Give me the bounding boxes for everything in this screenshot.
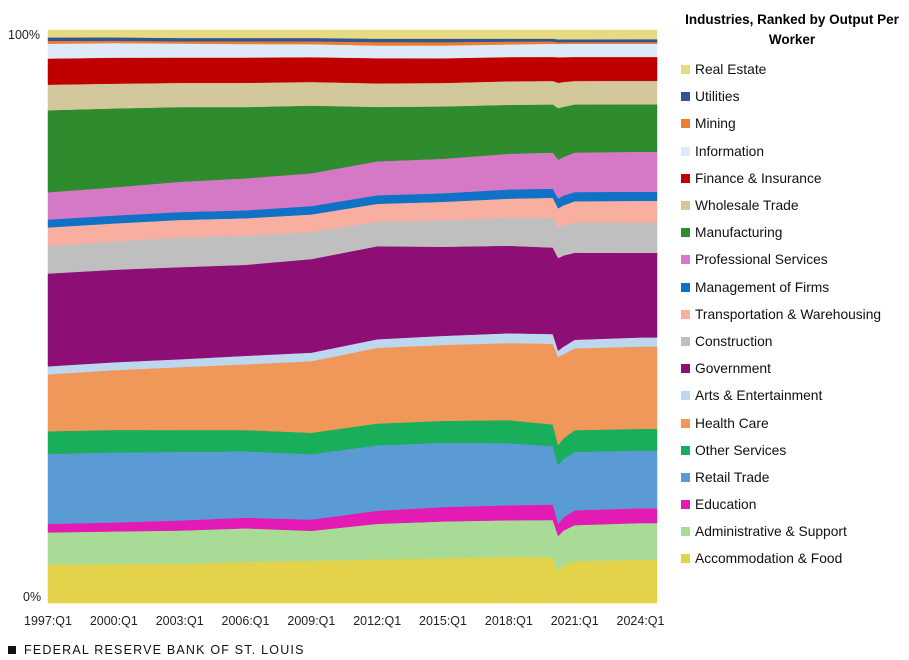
legend-item: Administrative & Support	[681, 518, 903, 545]
legend-label: Health Care	[695, 415, 769, 431]
legend-swatch	[681, 500, 690, 510]
area-real-estate	[47, 29, 658, 40]
legend-label: Retail Trade	[695, 469, 770, 485]
legend-swatch	[681, 445, 690, 455]
y-tick-label-top: 100%	[8, 28, 40, 42]
legend-item: Transportation & Warehousing	[681, 301, 903, 328]
legend-swatch	[681, 527, 690, 537]
area-layer	[47, 29, 658, 604]
legend-item: Management of Firms	[681, 274, 903, 301]
x-tick-label: 2018:Q1	[485, 614, 533, 628]
legend-item: Manufacturing	[681, 219, 903, 246]
legend-label: Education	[695, 497, 757, 513]
legend-swatch	[681, 472, 690, 482]
legend-swatch	[681, 309, 690, 319]
legend-item: Real Estate	[681, 56, 903, 83]
legend-label: Accommodation & Food	[695, 551, 843, 567]
legend-label: Construction	[695, 333, 773, 349]
legend-swatch	[681, 146, 690, 156]
legend-label: Utilities	[695, 89, 740, 105]
legend-label: Management of Firms	[695, 279, 830, 295]
legend-items: Real Estate Utilities Mining Information Fin…	[681, 56, 903, 573]
legend-item: Wholesale Trade	[681, 192, 903, 219]
legend-label: Administrative & Support	[695, 524, 847, 540]
chart-legend: Industries, Ranked by Output Per Worker …	[681, 10, 903, 573]
legend-item: Professional Services	[681, 246, 903, 273]
legend-label: Wholesale Trade	[695, 198, 799, 214]
legend-label: Government	[695, 361, 771, 377]
x-tick-label: 2021:Q1	[551, 614, 599, 628]
legend-swatch	[681, 119, 690, 129]
legend-item: Retail Trade	[681, 464, 903, 491]
area-information	[47, 42, 658, 59]
legend-swatch	[681, 554, 690, 564]
legend-swatch	[681, 391, 690, 401]
legend-item: Arts & Entertainment	[681, 382, 903, 409]
legend-item: Education	[681, 491, 903, 518]
legend-swatch	[681, 282, 690, 292]
legend-label: Finance & Insurance	[695, 170, 822, 186]
legend-item: Other Services	[681, 437, 903, 464]
x-tick-label: 2012:Q1	[353, 614, 401, 628]
x-tick-label: 2000:Q1	[90, 614, 138, 628]
legend-swatch	[681, 201, 690, 211]
legend-label: Mining	[695, 116, 736, 132]
legend-item: Information	[681, 138, 903, 165]
area-wholesale-trade	[47, 80, 658, 111]
y-tick-label-bottom: 0%	[23, 590, 41, 604]
footer-text: FEDERAL RESERVE BANK OF ST. LOUIS	[24, 643, 305, 657]
legend-swatch	[681, 92, 690, 102]
legend-label: Transportation & Warehousing	[695, 306, 882, 322]
area-finance-insurance	[47, 56, 658, 85]
x-axis-labels: 1997:Q1 2000:Q1 2003:Q1 2006:Q1 2009:Q1 2012:…	[24, 614, 665, 628]
legend-swatch	[681, 255, 690, 265]
legend-label: Other Services	[695, 442, 787, 458]
legend-item: Government	[681, 355, 903, 382]
legend-label: Arts & Entertainment	[695, 388, 823, 404]
x-tick-label: 2015:Q1	[419, 614, 467, 628]
legend-item: Construction	[681, 328, 903, 355]
legend-swatch	[681, 173, 690, 183]
x-tick-label: 2003:Q1	[156, 614, 204, 628]
footer: FEDERAL RESERVE BANK OF ST. LOUIS	[8, 643, 305, 657]
x-tick-label: 2006:Q1	[222, 614, 270, 628]
x-tick-label: 2009:Q1	[287, 614, 335, 628]
legend-label: Professional Services	[695, 252, 828, 268]
legend-swatch	[681, 228, 690, 238]
legend-swatch	[681, 336, 690, 346]
legend-swatch	[681, 364, 690, 374]
x-tick-label: 2024:Q1	[617, 614, 665, 628]
legend-label: Real Estate	[695, 62, 767, 78]
legend-item: Accommodation & Food	[681, 545, 903, 572]
legend-label: Manufacturing	[695, 225, 783, 241]
footer-square-icon	[8, 646, 16, 654]
x-tick-label: 1997:Q1	[24, 614, 72, 628]
legend-title: Industries, Ranked by Output Per Worker	[685, 12, 899, 47]
legend-item: Finance & Insurance	[681, 165, 903, 192]
legend-item: Mining	[681, 110, 903, 137]
legend-item: Health Care	[681, 409, 903, 436]
legend-swatch	[681, 65, 690, 75]
legend-label: Information	[695, 143, 765, 159]
legend-swatch	[681, 418, 690, 428]
legend-item: Utilities	[681, 83, 903, 110]
